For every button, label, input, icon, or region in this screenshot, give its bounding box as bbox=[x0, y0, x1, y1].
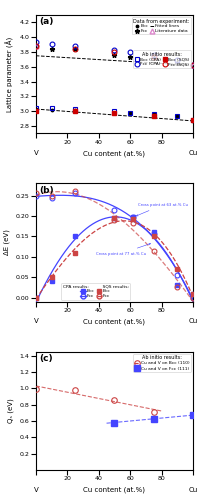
Text: Cu: Cu bbox=[188, 318, 198, 324]
Text: Cu: Cu bbox=[188, 150, 198, 156]
Text: V: V bbox=[33, 150, 38, 156]
X-axis label: Cu content (at.%): Cu content (at.%) bbox=[83, 487, 145, 494]
Text: Cross point at 77 at.% Cu: Cross point at 77 at.% Cu bbox=[96, 244, 150, 256]
X-axis label: Cu content (at.%): Cu content (at.%) bbox=[83, 150, 145, 157]
Text: (b): (b) bbox=[39, 186, 54, 194]
Text: Cu: Cu bbox=[188, 486, 198, 492]
Text: Cross point at 63 at.% Cu: Cross point at 63 at.% Cu bbox=[137, 202, 188, 216]
Text: V: V bbox=[33, 486, 38, 492]
Legend: Cu and V on Bcc (110), Cu and V on Fcc (111): Cu and V on Bcc (110), Cu and V on Fcc (… bbox=[133, 354, 191, 372]
Y-axis label: Qₛ (eV): Qₛ (eV) bbox=[8, 398, 14, 423]
Text: (c): (c) bbox=[39, 354, 53, 363]
X-axis label: Cu content (at.%): Cu content (at.%) bbox=[83, 318, 145, 325]
Text: (a): (a) bbox=[39, 18, 53, 26]
Text: V: V bbox=[33, 318, 38, 324]
Y-axis label: ΔE (eV): ΔE (eV) bbox=[4, 230, 10, 256]
Legend: Bcc (CPA), Fcc (CPA), Bcc (SQS), Fcc (SQS): Bcc (CPA), Fcc (CPA), Bcc (SQS), Fcc (SQ… bbox=[134, 50, 191, 68]
Y-axis label: Lattice parameter (Å): Lattice parameter (Å) bbox=[6, 36, 14, 112]
Legend: Bcc, Fcc, Bcc, Fcc: Bcc, Fcc, Bcc, Fcc bbox=[61, 284, 130, 300]
